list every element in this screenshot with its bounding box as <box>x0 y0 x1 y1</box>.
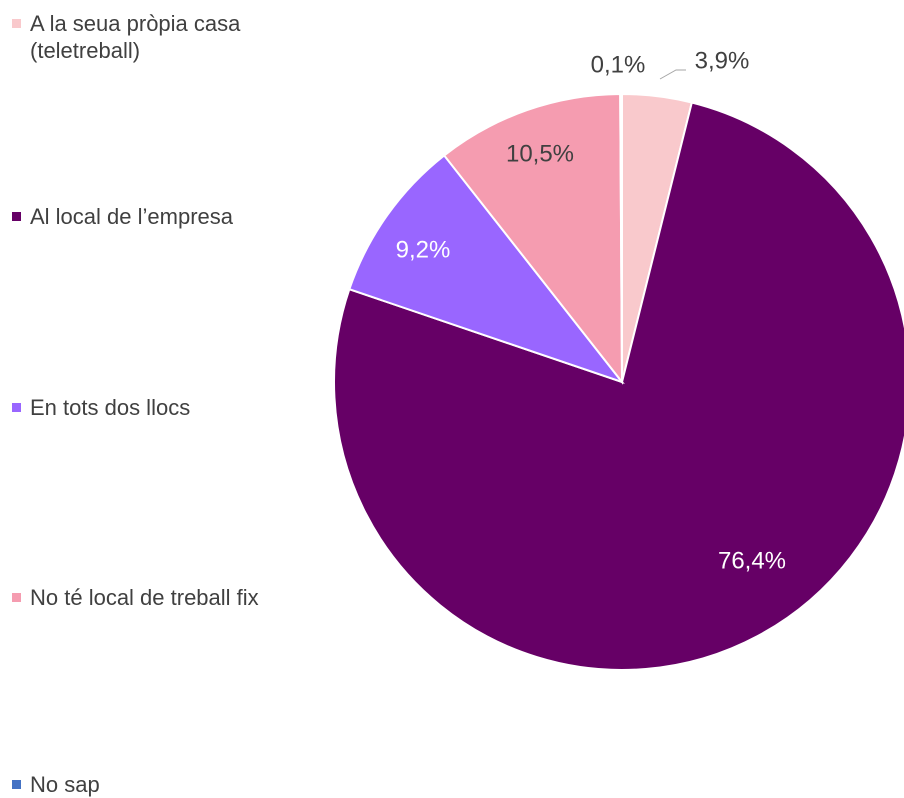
leader-line <box>659 69 686 80</box>
legend-label: En tots dos llocs <box>30 395 191 420</box>
data-label: 76,4% <box>718 547 786 574</box>
legend-label: Al local de l’empresa <box>30 204 233 229</box>
data-label: 0,1% <box>591 51 646 78</box>
legend-item: En tots dos llocs <box>12 394 302 421</box>
pie-slice <box>442 92 624 385</box>
legend-label: No té local de treball fix <box>30 585 259 610</box>
legend-item: Al local de l’empresa <box>12 203 302 230</box>
legend-swatch <box>12 212 21 221</box>
legend-item: No té local de treball fix <box>12 584 302 611</box>
data-label: 3,9% <box>695 47 750 74</box>
legend-swatch <box>12 19 21 28</box>
pie-slice <box>619 92 623 383</box>
pie-slice <box>333 101 904 671</box>
legend-label: No sap <box>30 772 100 797</box>
legend-item: No sap <box>12 771 302 798</box>
legend-label: A la seua pròpia casa (teletreball) <box>30 11 241 63</box>
legend-swatch <box>12 403 21 412</box>
legend-swatch <box>12 780 21 789</box>
pie-slice <box>348 154 625 385</box>
data-label: 10,5% <box>506 140 574 167</box>
data-label: 9,2% <box>396 236 451 263</box>
legend-swatch <box>12 593 21 602</box>
legend-item: A la seua pròpia casa (teletreball) <box>12 10 302 64</box>
